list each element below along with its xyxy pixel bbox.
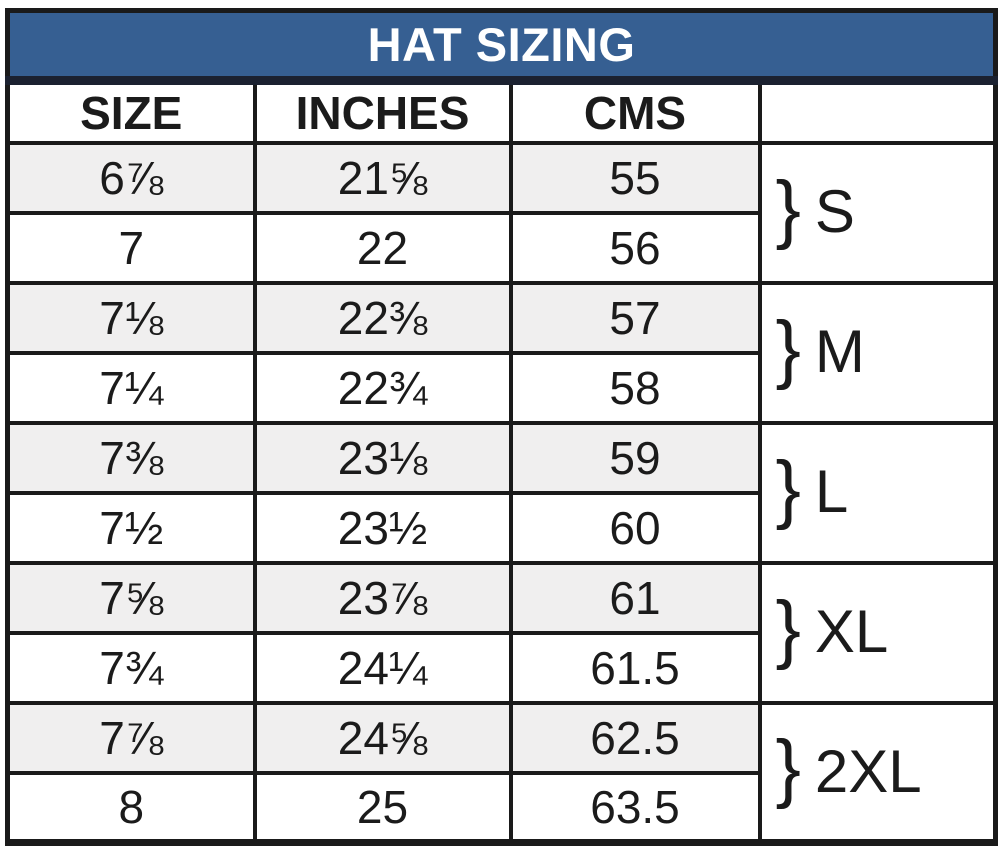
size-group-cell: } XL [757, 560, 998, 705]
size-group: } L [775, 445, 849, 531]
size-cell: 7¼ [5, 350, 257, 425]
size-group-label: S [814, 178, 855, 246]
column-header-inches: INCHES [252, 78, 513, 145]
size-group: } M [775, 305, 865, 391]
size-cell: 6⅞ [5, 140, 257, 215]
inches-cell: 22¾ [252, 350, 513, 425]
table-row: 7¼ 22¾ 58 [5, 350, 996, 425]
table-title: HAT SIZING [5, 8, 998, 85]
cms-cell: 61.5 [508, 630, 762, 705]
size-cell: 7 [5, 210, 257, 285]
inches-cell: 22 [252, 210, 513, 285]
brace-glyph: } [775, 165, 801, 251]
size-group-cell: } S [757, 140, 998, 285]
size-cell: 7⅝ [5, 560, 257, 635]
cms-cell: 58 [508, 350, 762, 425]
table-row: 8 25 63.5 [5, 770, 996, 845]
size-group-label: 2XL [814, 737, 922, 805]
brace-glyph: } [775, 305, 801, 391]
size-group-label: M [814, 318, 865, 386]
cms-cell: 61 [508, 560, 762, 635]
size-cell: 7⅜ [5, 420, 257, 495]
size-cell: 7¾ [5, 630, 257, 705]
cms-cell: 56 [508, 210, 762, 285]
size-group-cell: } M [757, 280, 998, 425]
inches-cell: 25 [252, 770, 513, 845]
size-group-cell: } L [757, 420, 998, 565]
brace-glyph: } [775, 585, 801, 671]
cms-cell: 62.5 [508, 700, 762, 775]
inches-cell: 23⅞ [252, 560, 513, 635]
table-row: 7⅝ 23⅞ 61} XL [5, 560, 998, 705]
size-cell: 7½ [5, 490, 257, 565]
inches-cell: 22⅜ [252, 280, 513, 355]
table-row: 6⅞ 21⅝ 55} S [5, 140, 998, 285]
size-group-label: XL [814, 598, 889, 666]
cms-cell: 59 [508, 420, 762, 495]
inches-cell: 21⅝ [252, 140, 513, 215]
table-header-row: SIZE INCHES CMS [5, 78, 998, 145]
inches-cell: 24⅝ [252, 700, 513, 775]
table-row: 7⅛ 22⅜ 57} M [5, 280, 998, 425]
cms-cell: 57 [508, 280, 762, 355]
table-row: 7½ 23½ 60 [5, 490, 996, 565]
table-row: 7¾ 24¼ 61.5 [5, 630, 996, 705]
table-row: 7⅞ 24⅝ 62.5} 2XL [5, 700, 998, 845]
size-cell: 7⅞ [5, 700, 257, 775]
table-row: 7 22 56 [5, 210, 996, 285]
size-group: } 2XL [775, 724, 922, 810]
size-cell: 7⅛ [5, 280, 257, 355]
table-row: 7⅜ 23⅛ 59} L [5, 420, 998, 565]
table-title-row: HAT SIZING [5, 8, 998, 85]
table-body: 6⅞ 21⅝ 55} S 7 22 56 7⅛ 22⅜ 57} M 7¼ 22¾ 58 7⅜ 23⅛ 59} L 7… [5, 140, 998, 845]
size-group: } XL [775, 585, 889, 671]
inches-cell: 23⅛ [252, 420, 513, 495]
cms-cell: 63.5 [508, 770, 762, 845]
column-header-size: SIZE [5, 78, 257, 145]
cms-cell: 60 [508, 490, 762, 565]
hat-sizing-table: HAT SIZING SIZE INCHES CMS 6⅞ 21⅝ 55} S 7 22 5… [5, 8, 999, 846]
column-header-group [757, 78, 998, 145]
size-group: } S [775, 165, 855, 251]
inches-cell: 24¼ [252, 630, 513, 705]
size-cell: 8 [5, 770, 257, 845]
brace-glyph: } [775, 445, 801, 531]
cms-cell: 55 [508, 140, 762, 215]
size-group-label: L [814, 458, 849, 526]
size-group-cell: } 2XL [757, 700, 998, 845]
column-header-cms: CMS [508, 78, 762, 145]
brace-glyph: } [775, 724, 801, 810]
inches-cell: 23½ [252, 490, 513, 565]
